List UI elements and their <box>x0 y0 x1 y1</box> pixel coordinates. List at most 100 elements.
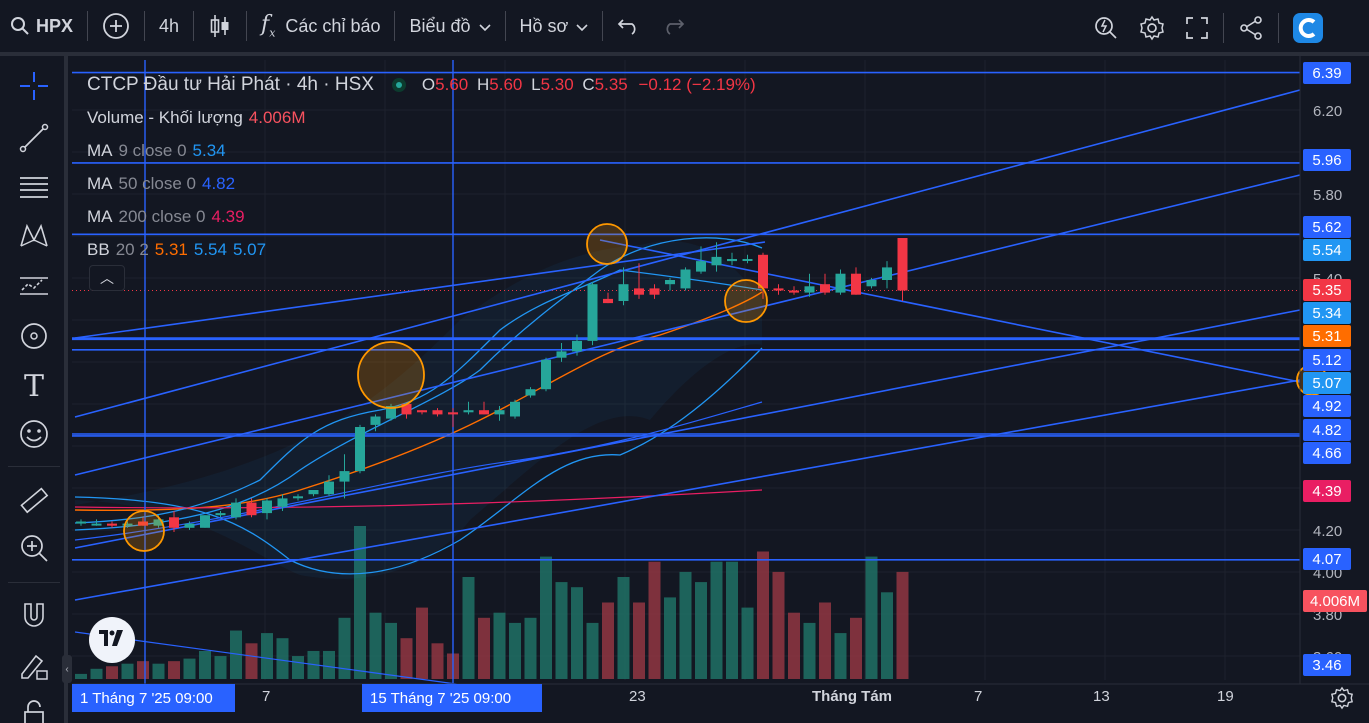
chart-menu-button[interactable]: Biểu đồ <box>399 6 500 46</box>
tradingview-logo[interactable] <box>89 617 135 663</box>
legend-ma200[interactable]: MA 200 close 0 4.39 <box>87 206 245 226</box>
candle-body <box>603 298 613 304</box>
magnet-tool[interactable] <box>14 598 54 638</box>
crosshair-tool[interactable] <box>14 68 54 108</box>
ruler-icon <box>18 484 50 521</box>
volume-bar <box>679 571 692 679</box>
candle-body <box>339 471 350 482</box>
date-label: 7 <box>974 688 983 705</box>
settings-button[interactable] <box>1129 8 1175 48</box>
undo-button[interactable] <box>607 6 651 46</box>
date-label: 23 <box>629 688 646 705</box>
prediction-tool[interactable] <box>14 268 54 308</box>
legend-bb[interactable]: BB 20 2 5.31 5.54 5.07 <box>87 239 267 259</box>
candle-body <box>866 280 877 287</box>
candle-body <box>525 389 536 396</box>
legend-collapse-button[interactable]: ︿ <box>89 265 125 291</box>
candle-body <box>789 290 799 293</box>
redo-icon <box>661 16 685 36</box>
ohlc-values: O5.60 H5.60 L5.30 C5.35 −0.12 (−2.19%) <box>421 74 756 94</box>
highlight-circle <box>357 341 425 409</box>
candle-body <box>696 261 706 272</box>
volume-bar <box>462 577 475 679</box>
candle-body <box>711 256 722 266</box>
trend-line-tool[interactable] <box>14 120 54 160</box>
volume-bar <box>865 556 878 679</box>
date-label: 19 <box>1217 688 1234 705</box>
candle-body <box>556 351 567 358</box>
volume-bar <box>152 663 165 679</box>
candle-body <box>572 340 582 352</box>
function-icon: fx <box>261 12 276 40</box>
candle-body <box>200 515 210 528</box>
pencil-lock-icon <box>18 650 50 687</box>
brand-logo[interactable] <box>1283 8 1333 48</box>
share-button[interactable] <box>1228 8 1274 48</box>
volume-bar <box>338 617 351 679</box>
volume-bar <box>540 556 552 679</box>
candle-body <box>820 284 830 293</box>
measure-tool[interactable] <box>14 482 54 522</box>
shapes-tool[interactable] <box>14 318 54 358</box>
volume-bar <box>400 638 413 679</box>
volume-bar <box>819 602 831 679</box>
candle-body <box>804 286 815 293</box>
top-toolbar: HPX 4h fx Các chỉ báo Biểu đồ Hồ sơ <box>0 0 1369 56</box>
profile-menu-button[interactable]: Hồ sơ <box>510 6 599 46</box>
volume-bar <box>896 571 909 679</box>
volume-bar <box>633 602 645 679</box>
indicators-button[interactable]: fx Các chỉ báo <box>251 6 390 46</box>
candle-body <box>138 521 148 526</box>
price-tag: 4.07 <box>1303 548 1351 570</box>
volume-bar <box>431 643 444 679</box>
price-tag: 5.96 <box>1303 149 1351 171</box>
zoom-in-tool[interactable] <box>14 530 54 570</box>
price-tag: 6.39 <box>1303 62 1351 84</box>
volume-bar <box>493 612 506 679</box>
chart-type-button[interactable] <box>198 6 242 46</box>
quick-search-button[interactable] <box>1083 8 1129 48</box>
candle-body <box>401 403 412 415</box>
volume-bar <box>292 656 304 679</box>
price-tick: 5.80 <box>1313 187 1343 204</box>
unlock-tool[interactable] <box>14 696 54 723</box>
price-tag: 5.07 <box>1303 372 1351 394</box>
pattern-tool[interactable] <box>14 218 54 258</box>
interval-button[interactable]: 4h <box>159 15 180 36</box>
volume-bar <box>75 673 87 679</box>
volume-bar <box>772 571 785 679</box>
legend-volume[interactable]: Volume - Khối lượng 4.006M <box>87 107 306 127</box>
volume-bar <box>90 668 103 679</box>
symbol-search[interactable]: HPX <box>0 6 83 46</box>
volume-bar <box>881 592 893 679</box>
redo-button[interactable] <box>651 6 695 46</box>
search-icon <box>10 16 30 36</box>
volume-tag: 4.006M <box>1303 590 1367 612</box>
candle-body <box>742 259 753 261</box>
legend-ma9[interactable]: MA 9 close 0 5.34 <box>87 140 226 160</box>
candle-body <box>432 410 443 415</box>
candle-body <box>262 500 272 514</box>
fib-retracement-tool[interactable] <box>14 170 54 210</box>
toolbar-collapse-toggle[interactable]: ‹ <box>62 655 72 683</box>
volume-bar <box>726 561 738 679</box>
lock-drawings-tool[interactable] <box>14 648 54 688</box>
chart-menu-label: Biểu đồ <box>409 15 471 36</box>
icons-tool[interactable] <box>14 416 54 456</box>
month-label: Tháng Tám <box>812 688 893 705</box>
fullscreen-button[interactable] <box>1175 8 1219 48</box>
price-tag: 5.31 <box>1303 325 1351 347</box>
gear-icon <box>1139 15 1165 41</box>
add-symbol-button[interactable] <box>92 6 140 46</box>
candle-body <box>541 359 551 390</box>
time-axis[interactable]: 1 Tháng 7 '25 09:00 7 15 Tháng 7 '25 09:… <box>72 684 1369 723</box>
profile-menu-label: Hồ sơ <box>519 15 569 36</box>
price-tag: 4.82 <box>1303 419 1351 441</box>
text-icon: T <box>23 368 44 404</box>
text-tool[interactable]: T <box>14 366 54 406</box>
legend-ma50[interactable]: MA 50 close 0 4.82 <box>87 173 236 193</box>
candle-body <box>169 517 179 528</box>
candle-body <box>510 401 520 417</box>
axis-settings-button[interactable] <box>1330 686 1354 715</box>
